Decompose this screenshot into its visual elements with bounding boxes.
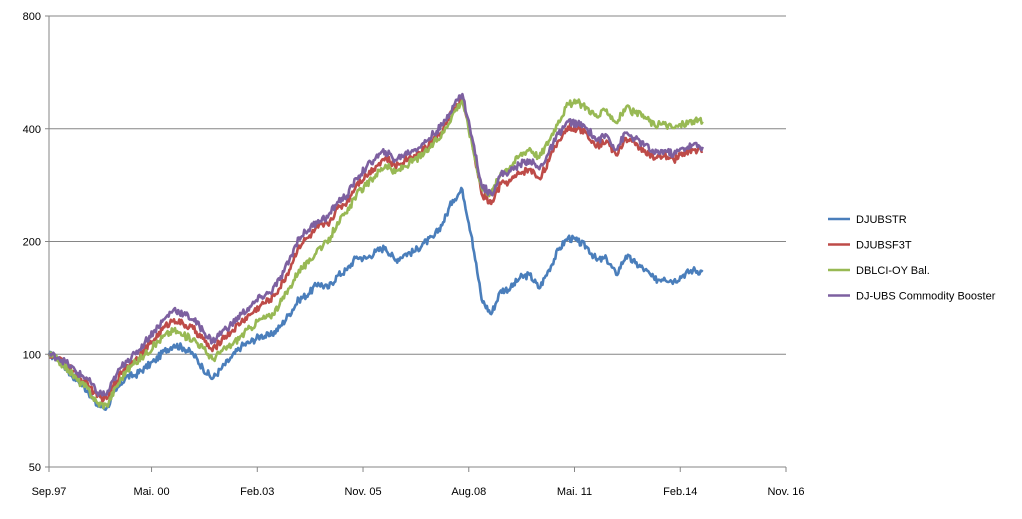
y-tick-label: 200 <box>23 237 41 249</box>
x-tick-label: Nov. 16 <box>767 486 804 498</box>
x-tick-label: Feb.14 <box>663 486 697 498</box>
x-tick-label: Nov. 05 <box>344 486 381 498</box>
legend: DJUBSTR DJUBSF3T DBLCI-OY Bal. DJ-UBS Commo… <box>828 214 996 303</box>
y-tick-label: 50 <box>29 462 41 474</box>
series-line-djubstr <box>47 186 704 411</box>
series-line-dj-ubs-commodity-booster <box>48 92 704 397</box>
x-tick-label: Aug.08 <box>451 486 486 498</box>
series-lines <box>47 92 704 411</box>
y-tick-label: 800 <box>23 11 41 23</box>
legend-label: DJUBSF3T <box>856 240 912 252</box>
x-tick-label: Feb.03 <box>240 486 274 498</box>
series-line-djubsf3t <box>47 97 704 403</box>
x-tick-label: Sep.97 <box>32 486 67 498</box>
legend-label: DBLCI-OY Bal. <box>856 265 930 277</box>
series-line-dblci-oy-bal- <box>47 98 704 410</box>
y-tick-label: 400 <box>23 124 41 136</box>
legend-label: DJUBSTR <box>856 214 907 226</box>
y-tick-label: 100 <box>23 349 41 361</box>
axes: 50 100 200 400 800 Sep.97 Mai. 00 Feb.03 Nov. 05… <box>23 11 805 498</box>
gridlines <box>49 15 786 355</box>
x-tick-label: Mai. 00 <box>134 486 170 498</box>
legend-label: DJ-UBS Commodity Booster <box>856 291 996 303</box>
x-tick-label: Mai. 11 <box>557 486 592 498</box>
